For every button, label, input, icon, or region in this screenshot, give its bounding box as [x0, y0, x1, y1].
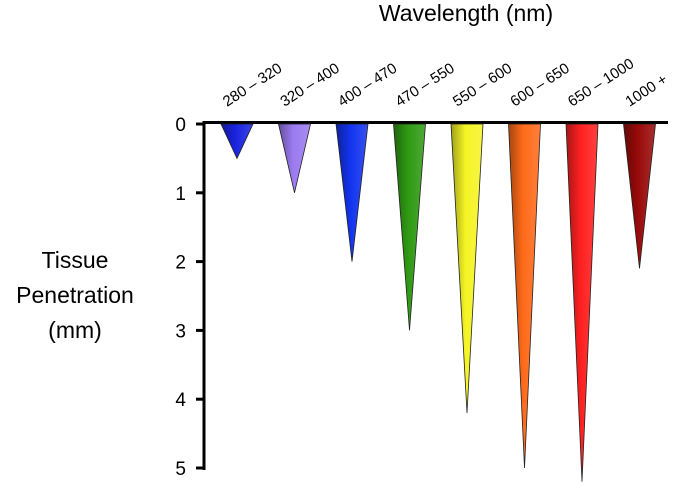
bar-mark [623, 123, 656, 269]
category-label: 320 – 400 [277, 60, 342, 111]
y-tick-label: 3 [175, 321, 186, 342]
chart-title: Wavelength (nm) [379, 0, 553, 26]
bar-mark [220, 123, 254, 160]
category-label: 280 – 320 [220, 60, 285, 111]
data-marks [220, 123, 656, 482]
category-label: 400 – 470 [335, 60, 400, 111]
y-tick-label: 5 [175, 459, 186, 480]
y-tick-label: 0 [175, 115, 186, 136]
y-tick-label: 2 [175, 253, 186, 274]
y-axis-label-line-3: (mm) [48, 317, 102, 343]
category-label: 600 – 650 [507, 60, 572, 111]
bar-mark [565, 123, 599, 482]
bar-mark [508, 123, 541, 469]
y-tick-label: 4 [175, 390, 186, 411]
bar-mark [393, 123, 426, 331]
category-label: 1000 + [622, 71, 670, 111]
y-axis-label-line-2: Penetration [16, 282, 134, 308]
y-axis-label-line-1: Tissue [42, 247, 109, 273]
category-label: 550 – 600 [450, 60, 515, 111]
category-label: 470 – 550 [392, 60, 457, 111]
bar-mark [277, 123, 312, 193]
y-tick-label: 1 [175, 184, 186, 205]
y-ticks: 0 1 2 3 4 5 [175, 115, 204, 480]
bar-mark [335, 123, 369, 262]
bar-mark [450, 123, 484, 413]
